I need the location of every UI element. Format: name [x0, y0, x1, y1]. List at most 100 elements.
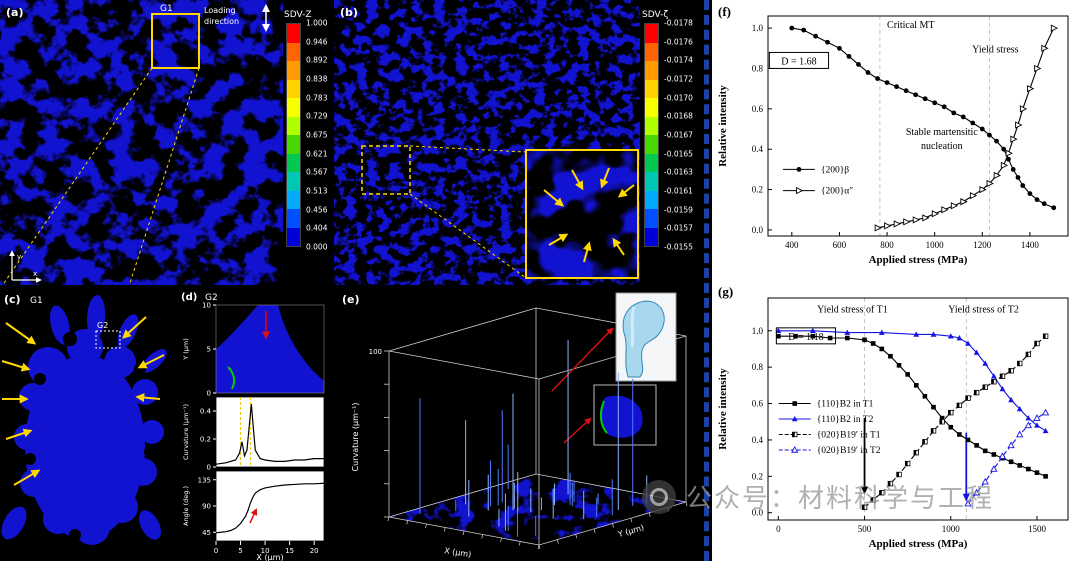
y-tick-label: 45: [202, 529, 211, 537]
colorbar-band: [645, 190, 658, 209]
colorbar-labels: 1.000 0.946 0.892 0.838 0.783 0.729 0.675 0.621…: [306, 19, 342, 250]
data-point: [912, 216, 921, 224]
data-point: [801, 27, 807, 33]
colorbar-title: SDV-ζ: [642, 10, 669, 20]
colorbar-band: [645, 153, 658, 172]
panel-divider: [704, 0, 709, 561]
y-tick-label: 1.0: [752, 23, 764, 33]
dendrite-grooves: [24, 331, 156, 541]
colorbar-tick-label: -0.0155: [664, 242, 693, 252]
colorbar-tick-label: 0.456: [306, 204, 328, 214]
data-point: [845, 335, 850, 341]
colorbar-bands: [644, 23, 659, 247]
colorbar-band: [645, 116, 658, 135]
x-tick-label: 10: [261, 547, 270, 555]
data-point: [844, 329, 851, 335]
loading-direction-text: Loading: [204, 6, 236, 15]
data-point: [1041, 201, 1047, 207]
annotation: D = 1.68: [781, 56, 816, 67]
y-tick-label: 135: [198, 476, 211, 484]
y-tick-label: 10: [202, 302, 211, 310]
colorbar-sdv-zeta: SDV-ζ -0.0178 -0.0176 -0.0174 -0.0172 -0.017…: [642, 10, 700, 255]
data-point: [887, 480, 894, 487]
data-point: [1034, 470, 1040, 475]
data-point: [870, 341, 876, 346]
region-g2-label: G2: [97, 321, 108, 330]
colorbar-tick-label: -0.0161: [664, 186, 693, 196]
colorbar-band: [645, 209, 658, 228]
colorbar-labels: -0.0178 -0.0176 -0.0174 -0.0172 -0.0170 -0.01…: [664, 19, 700, 250]
panel-label: (f): [718, 4, 731, 19]
y-tick-label: 0.0: [752, 508, 764, 518]
data-point: [1015, 175, 1021, 180]
data-point: [792, 401, 798, 406]
colorbar-tick-label: -0.0172: [664, 74, 693, 84]
data-point: [941, 206, 949, 214]
data-point: [913, 331, 920, 337]
data-point: [1008, 459, 1014, 465]
data-point: [1019, 105, 1028, 113]
interface-arrows: [1, 316, 165, 486]
colorbar-tick-label: -0.0170: [664, 92, 693, 102]
colorbar-band: [287, 153, 300, 172]
colorbar-tick-label: 1.000: [306, 18, 328, 28]
annotation: Yield stress of T2: [948, 305, 1019, 316]
y-tick-label: 0.8: [752, 63, 764, 73]
data-point: [951, 110, 957, 116]
y-tick-label: 0.2: [752, 471, 763, 481]
data-point: [979, 126, 985, 132]
annotation-box: [768, 51, 830, 69]
colorbar-tick-label: -0.0163: [664, 167, 693, 177]
data-point: [1034, 64, 1042, 73]
data-point: [982, 448, 988, 454]
y-axis-label: Curvature (μm⁻¹): [182, 404, 190, 460]
data-point: [956, 335, 963, 341]
colorbar-band: [287, 209, 300, 228]
y-tick-label: 0.6: [752, 104, 764, 114]
data-point: [993, 171, 1001, 180]
inset-pointer-arrow: [551, 327, 614, 392]
y-axis-label: Relative intensity: [717, 85, 729, 167]
colorbar-tick-label: -0.0157: [664, 223, 693, 233]
data-point: [1025, 351, 1032, 358]
colorbar-band: [287, 98, 300, 117]
zoom-inset: [525, 149, 639, 279]
y-tick-label: 0.4: [752, 144, 764, 154]
z-axis-label: Curvature (μm⁻¹): [351, 403, 360, 472]
data-point: [809, 327, 816, 334]
zoom-guide-line: [409, 145, 527, 153]
legend-entry: {020}B19′ in T2: [817, 446, 881, 456]
annotation: D = 1.18: [788, 332, 823, 343]
y-tick-label: 1.0: [752, 326, 764, 336]
data-point: [990, 373, 997, 379]
data-point: [970, 120, 976, 126]
annotation: Yield stress: [972, 44, 1018, 55]
yield-arrow-head: [860, 486, 869, 495]
annotation-box: [775, 327, 837, 345]
colorbar-band: [645, 135, 658, 154]
loading-direction-arrow-icon: [262, 4, 270, 32]
angle-arrow: [249, 508, 258, 524]
colorbar-band: [287, 61, 300, 80]
y-axis-label: Y (μm): [182, 338, 190, 361]
panel-a-microstructure: (a) G1 Loading direction y x: [0, 0, 283, 285]
x-axis-letter: x: [33, 270, 37, 278]
region-g1-label: G1: [160, 4, 173, 14]
data-point: [789, 25, 795, 31]
data-point: [874, 224, 882, 232]
colorbar-tick-label: 0.946: [306, 36, 328, 46]
colorbar-sdv-z: SDV-Z 1.000 0.946 0.892 0.838 0.783 0.729 0.67…: [284, 10, 340, 255]
data-point: [1026, 466, 1031, 472]
x-tick-label: 1000: [942, 524, 961, 534]
region-g2-box: [95, 330, 121, 349]
y-tick-label: 0: [207, 390, 211, 398]
data-point: [922, 214, 930, 222]
region-g1-label: G1: [30, 296, 43, 306]
data-point: [930, 331, 937, 337]
region-g1-box: [151, 13, 200, 69]
x-tick-label: 400: [785, 240, 799, 250]
data-point: [922, 96, 928, 102]
data-point: [1050, 24, 1059, 32]
data-point: [896, 363, 902, 368]
data-point: [941, 104, 947, 110]
